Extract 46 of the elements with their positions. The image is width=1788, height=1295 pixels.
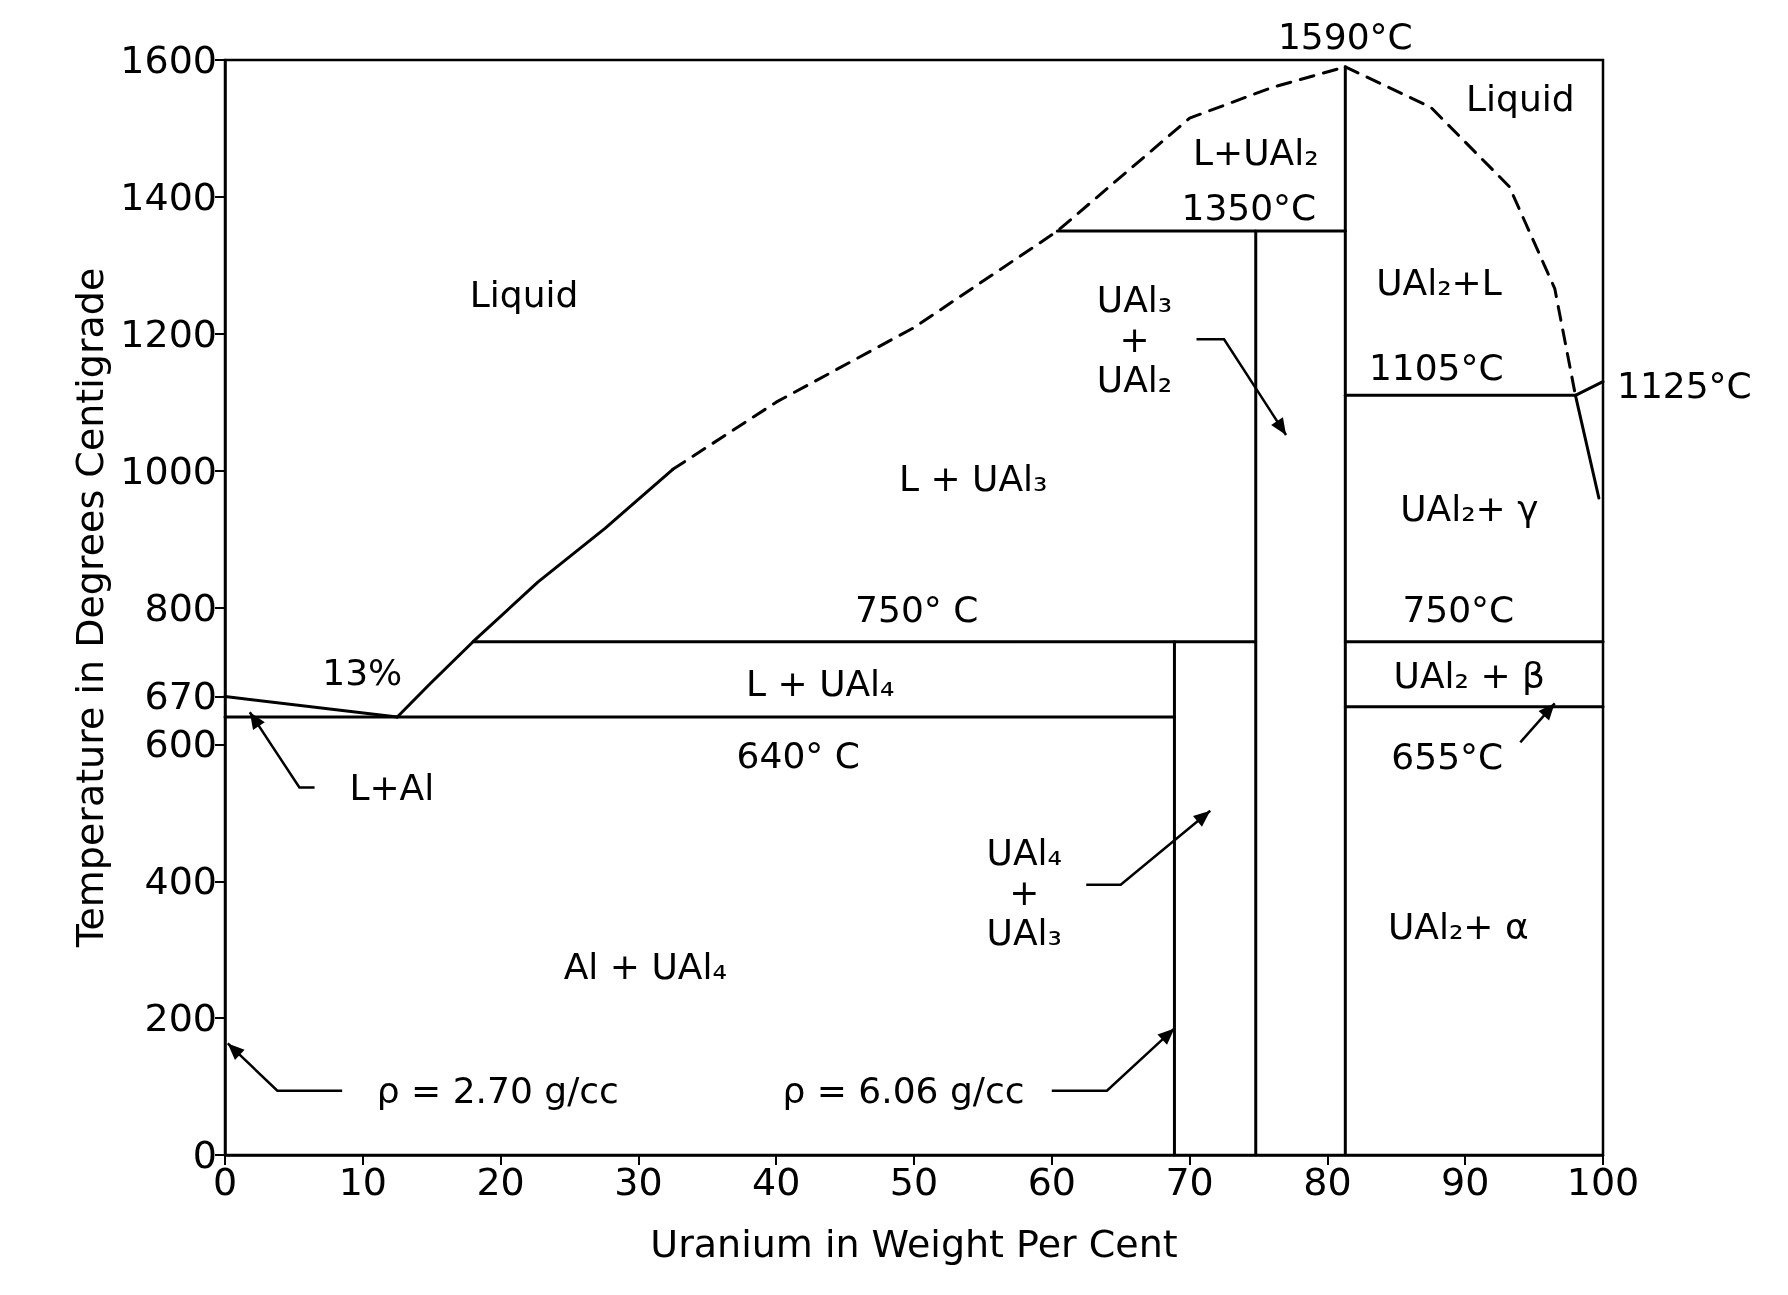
y-tick-label: 800 xyxy=(144,585,217,630)
x-tick-label: 80 xyxy=(1303,1160,1352,1204)
annotation: UAl₂+ α xyxy=(1387,905,1529,947)
annotation: UAl₂+ γ xyxy=(1400,488,1539,530)
annotation: 655°C xyxy=(1391,736,1504,778)
y-tick-label: 670 xyxy=(144,674,217,719)
x-tick-label: 90 xyxy=(1441,1160,1490,1204)
annotation: ρ = 2.70 g/cc xyxy=(376,1070,619,1112)
x-tick-label: 20 xyxy=(476,1160,525,1204)
annotation: Liquid xyxy=(469,273,579,315)
y-tick-label: 1400 xyxy=(120,174,217,219)
y-tick-label: 1600 xyxy=(120,38,217,82)
annotation: L+Al xyxy=(349,766,435,808)
annotation: 640° C xyxy=(736,734,860,776)
y-tick-label: 600 xyxy=(144,722,217,767)
annotation: L + UAl₃ xyxy=(898,457,1048,499)
annotation: 1105°C xyxy=(1368,346,1504,388)
annotation: 13% xyxy=(322,651,403,693)
y-tick-label: 1000 xyxy=(120,448,217,493)
annotation: L+UAl₂ xyxy=(1192,131,1319,173)
x-axis-title: Uranium in Weight Per Cent xyxy=(650,1222,1178,1266)
annotation: UAl₂ + β xyxy=(1393,654,1546,696)
y-axis-title: Temperature in Degrees Centigrade xyxy=(68,267,113,949)
y-tick-label: 200 xyxy=(144,996,217,1041)
annotation: 750° C xyxy=(855,589,979,631)
annotation: L + UAl₄ xyxy=(746,662,895,704)
y-tick-label: 1200 xyxy=(120,311,217,356)
annotation: 750°C xyxy=(1402,589,1515,631)
x-tick-label: 30 xyxy=(614,1160,663,1204)
y-tick-label: 0 xyxy=(192,1133,217,1177)
annotation: UAl₃ + UAl₂ xyxy=(1096,278,1173,400)
annotation: 1350°C xyxy=(1181,186,1317,228)
annotation: 1590°C xyxy=(1277,16,1413,58)
x-tick-label: 70 xyxy=(1165,1160,1214,1204)
annotation: 1125°C xyxy=(1617,364,1752,406)
x-tick-label: 50 xyxy=(889,1160,939,1204)
y-tick-label: 400 xyxy=(144,859,217,904)
annotation: Liquid xyxy=(1466,77,1575,119)
annotation: Al + UAl₄ xyxy=(563,945,727,987)
annotation: UAl₄ + UAl₃ xyxy=(986,832,1062,954)
x-tick-label: 100 xyxy=(1566,1160,1640,1204)
x-tick-label: 10 xyxy=(338,1160,387,1204)
x-tick-label: 40 xyxy=(752,1160,801,1204)
annotation: UAl₂+L xyxy=(1376,261,1502,303)
x-tick-label: 60 xyxy=(1027,1160,1076,1204)
annotation: ρ = 6.06 g/cc xyxy=(782,1069,1025,1111)
